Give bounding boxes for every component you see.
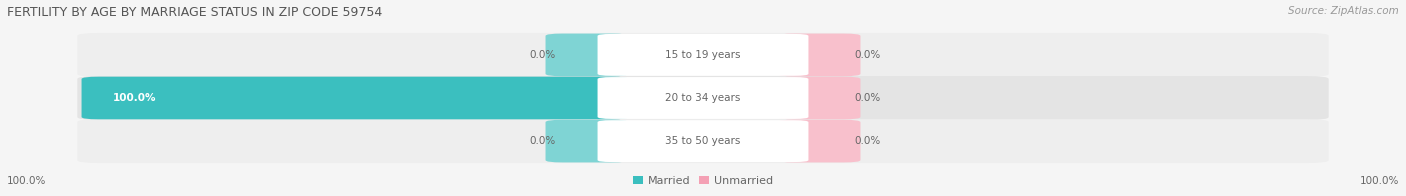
Text: 0.0%: 0.0% <box>529 136 555 146</box>
Text: 100.0%: 100.0% <box>112 93 156 103</box>
Text: 15 to 19 years: 15 to 19 years <box>665 50 741 60</box>
Text: FERTILITY BY AGE BY MARRIAGE STATUS IN ZIP CODE 59754: FERTILITY BY AGE BY MARRIAGE STATUS IN Z… <box>7 6 382 19</box>
Text: 100.0%: 100.0% <box>7 176 46 186</box>
Text: 100.0%: 100.0% <box>1360 176 1399 186</box>
Text: Source: ZipAtlas.com: Source: ZipAtlas.com <box>1288 6 1399 16</box>
FancyBboxPatch shape <box>82 77 628 119</box>
FancyBboxPatch shape <box>77 33 1329 77</box>
FancyBboxPatch shape <box>77 76 1329 120</box>
FancyBboxPatch shape <box>77 119 1329 163</box>
FancyBboxPatch shape <box>598 120 808 162</box>
Text: 35 to 50 years: 35 to 50 years <box>665 136 741 146</box>
FancyBboxPatch shape <box>778 120 860 162</box>
Text: 20 to 34 years: 20 to 34 years <box>665 93 741 103</box>
Text: 0.0%: 0.0% <box>529 50 555 60</box>
FancyBboxPatch shape <box>778 34 860 76</box>
Text: 0.0%: 0.0% <box>855 93 882 103</box>
Legend: Married, Unmarried: Married, Unmarried <box>628 172 778 191</box>
Text: 0.0%: 0.0% <box>855 136 882 146</box>
FancyBboxPatch shape <box>546 120 628 162</box>
Text: 0.0%: 0.0% <box>855 50 882 60</box>
FancyBboxPatch shape <box>778 77 860 119</box>
FancyBboxPatch shape <box>598 34 808 76</box>
FancyBboxPatch shape <box>546 34 628 76</box>
FancyBboxPatch shape <box>598 77 808 119</box>
